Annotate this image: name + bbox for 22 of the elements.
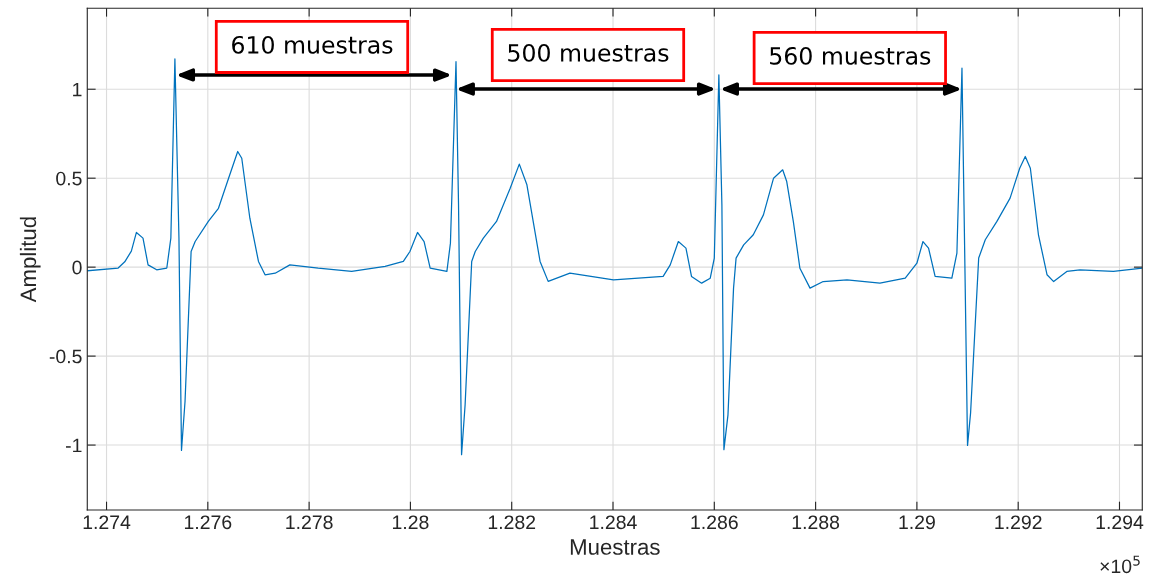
x-tick-label: 1.288	[792, 515, 840, 530]
x-tick-label: 1.274	[83, 515, 131, 529]
x-tick-label: 1.28	[392, 515, 429, 530]
y-tick-label: -1	[66, 438, 82, 453]
x-tick-label: 1.284	[590, 515, 637, 530]
y-tick-label: 0.5	[56, 171, 82, 186]
x-tick-label: 1.294	[1096, 515, 1144, 530]
x-tick-label: 1.29	[899, 515, 935, 530]
annotation: 560 muestras	[770, 46, 931, 65]
x-tick-label: 1.282	[488, 515, 536, 530]
annotation: 500 muestras	[508, 43, 669, 62]
annotation: 610 muestras	[232, 35, 393, 54]
x-tick-label: 1.292	[995, 515, 1042, 530]
y-axis-title: Amplitud	[19, 217, 41, 303]
text: ×10$^{5}$	[1100, 555, 1140, 574]
x-axis-title: Muestras	[570, 539, 660, 555]
x-tick-label: 1.286	[691, 515, 738, 530]
x-tick-label: 1.278	[286, 515, 333, 530]
x-tick-label: 1.276	[184, 515, 232, 530]
y-tick-label: -0.5	[49, 349, 82, 364]
y-tick-label: 0	[72, 260, 82, 275]
y-tick-label: 1	[73, 82, 82, 97]
